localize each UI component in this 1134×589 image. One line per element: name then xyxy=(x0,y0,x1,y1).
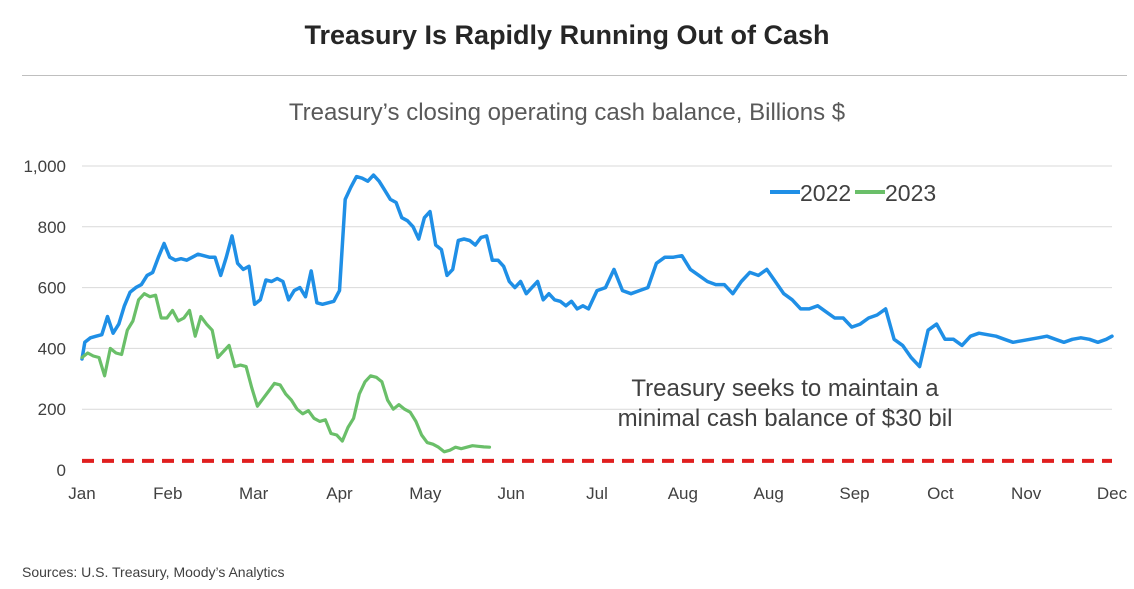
source-note: Sources: U.S. Treasury, Moody’s Analytic… xyxy=(22,564,285,580)
chart-subtitle: Treasury’s closing operating cash balanc… xyxy=(288,99,846,126)
x-tick-label: Mar xyxy=(239,484,269,503)
title-divider xyxy=(22,75,1127,76)
x-tick-label: Jul xyxy=(586,484,608,503)
x-tick-label: Nov xyxy=(1011,484,1042,503)
x-tick-label: Apr xyxy=(326,484,353,503)
x-tick-label: May xyxy=(409,484,442,503)
y-axis: 0 200 400 600 800 1,000 xyxy=(23,157,66,480)
gridlines xyxy=(82,165,1112,410)
x-axis: Jan Feb Mar Apr May Jun Jul Aug Aug Sep Oct Nov Dec xyxy=(68,484,1127,503)
x-tick-label: Aug xyxy=(668,484,698,503)
y-tick-label: 200 xyxy=(38,400,66,419)
y-tick-label: 0 xyxy=(57,461,66,480)
series-layer xyxy=(80,173,1114,454)
y-tick-label: 1,000 xyxy=(23,157,66,176)
series-line-2022 xyxy=(80,173,1114,369)
y-tick-label: 400 xyxy=(38,339,66,358)
x-tick-label: Jun xyxy=(497,484,524,503)
legend-label-2022: 2022 xyxy=(800,180,851,206)
x-tick-label: Dec xyxy=(1097,484,1128,503)
chart-title: Treasury Is Rapidly Running Out of Cash xyxy=(304,20,830,50)
series-line-2023 xyxy=(80,292,492,454)
x-tick-label: Feb xyxy=(153,484,182,503)
threshold-annotation: Treasury seeks to maintain a minimal cash… xyxy=(618,375,953,432)
annotation-line: Treasury seeks to maintain a xyxy=(631,375,939,402)
x-tick-label: Sep xyxy=(839,484,869,503)
legend-label-2023: 2023 xyxy=(885,180,936,206)
x-tick-label: Oct xyxy=(927,484,954,503)
y-tick-label: 800 xyxy=(38,218,66,237)
x-tick-label: Jan xyxy=(68,484,95,503)
line-chart: 0 200 400 600 800 1,000 Jan Feb Mar Apr May Jun Jul… xyxy=(23,157,1127,503)
y-tick-label: 600 xyxy=(38,279,66,298)
legend: 2022 2023 xyxy=(770,180,936,206)
x-tick-label: Aug xyxy=(754,484,784,503)
annotation-line: minimal cash balance of $30 bil xyxy=(618,405,953,432)
